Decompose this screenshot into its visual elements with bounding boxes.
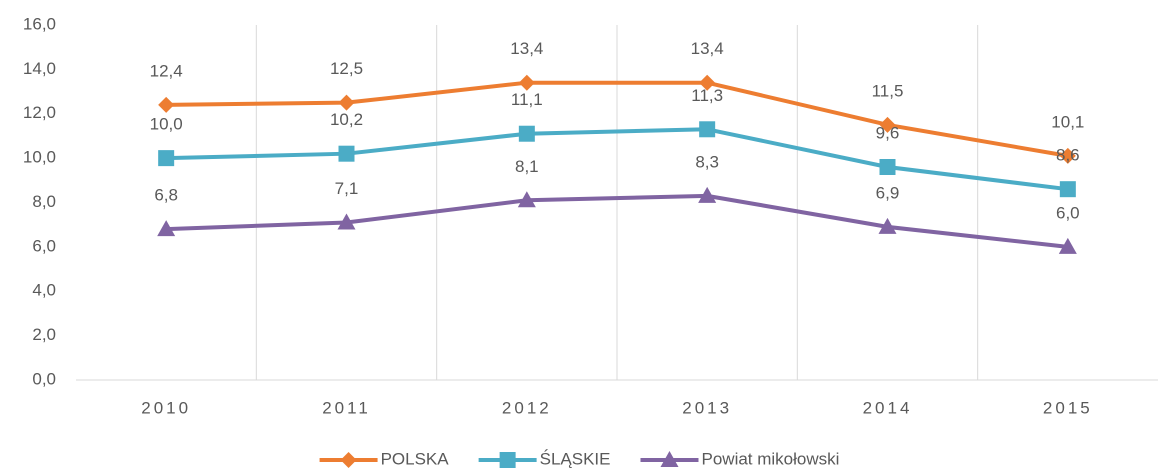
marker (660, 451, 679, 467)
data-label: 6,9 (876, 183, 900, 202)
x-tick-label: 2014 (863, 398, 913, 417)
x-tick-label: 2010 (141, 398, 191, 417)
marker (1058, 237, 1077, 254)
data-label: 10,1 (1051, 112, 1084, 131)
y-tick-label: 16,0 (23, 14, 56, 33)
data-label: 9,6 (876, 123, 900, 142)
marker (698, 186, 717, 203)
marker (337, 213, 356, 230)
marker (1059, 181, 1076, 198)
y-tick-label: 6,0 (32, 236, 56, 255)
marker (879, 159, 896, 175)
marker (338, 94, 355, 111)
x-tick-label: 2013 (682, 398, 732, 417)
x-tick-label: 2012 (502, 398, 552, 417)
legend-label: Powiat mikołowski (701, 449, 839, 468)
data-label: 13,4 (510, 39, 543, 58)
data-label: 7,1 (335, 179, 359, 198)
data-label: 10,0 (150, 115, 183, 134)
data-label: 13,4 (691, 39, 724, 58)
legend-label: POLSKA (381, 449, 450, 468)
marker (699, 121, 716, 138)
marker (338, 145, 355, 162)
data-label: 6,0 (1056, 203, 1080, 222)
y-tick-label: 2,0 (32, 325, 56, 344)
series-line (166, 80, 1069, 158)
y-tick-label: 14,0 (23, 59, 56, 78)
series-line (166, 127, 1069, 192)
marker (158, 150, 175, 167)
legend-label: ŚLĄSKIE (540, 449, 611, 468)
marker (499, 452, 516, 468)
x-tick-label: 2015 (1043, 398, 1093, 417)
data-label: 12,4 (150, 61, 183, 80)
marker (340, 452, 357, 468)
marker (157, 220, 176, 237)
data-label: 8,3 (695, 152, 719, 171)
y-tick-label: 12,0 (23, 103, 56, 122)
data-label: 12,5 (330, 59, 363, 78)
x-tick-label: 2011 (322, 398, 371, 417)
y-tick-label: 10,0 (23, 148, 56, 167)
data-label: 11,1 (511, 90, 543, 109)
data-label: 11,5 (872, 81, 904, 100)
legend-item: ŚLĄSKIE (478, 449, 611, 468)
marker (699, 74, 716, 91)
data-label: 8,1 (515, 157, 539, 176)
y-tick-label: 0,0 (32, 369, 56, 388)
data-label: 11,3 (691, 86, 723, 105)
marker (878, 217, 897, 234)
marker (158, 96, 175, 113)
y-tick-label: 8,0 (32, 192, 56, 211)
series-line (166, 193, 1069, 249)
data-label: 8,6 (1056, 146, 1080, 165)
marker (518, 125, 535, 142)
marker (1059, 147, 1076, 164)
marker (518, 74, 535, 91)
legend-item: POLSKA (319, 449, 450, 468)
legend-item: Powiat mikołowski (640, 449, 839, 468)
marker (517, 191, 536, 208)
data-label: 6,8 (154, 186, 178, 205)
y-tick-label: 4,0 (32, 281, 56, 300)
data-label: 10,2 (330, 110, 363, 129)
marker (879, 116, 896, 133)
